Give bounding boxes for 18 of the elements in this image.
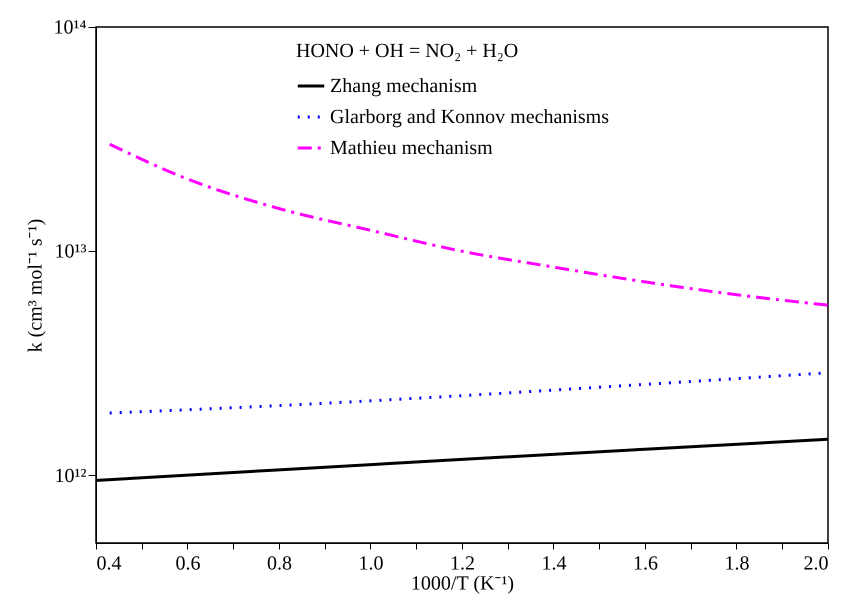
legend-label: Zhang mechanism bbox=[330, 75, 478, 97]
y-axis-title: k (cm³ mol⁻¹ s⁻¹) bbox=[24, 218, 47, 352]
y-tick-label: 10¹⁴ bbox=[54, 16, 87, 38]
legend-label: Glarborg and Konnov mechanisms bbox=[330, 106, 610, 128]
legend-title: HONO + OH = NO₂ + H₂O bbox=[296, 40, 518, 62]
x-tick-label: 1.8 bbox=[724, 552, 750, 574]
x-axis-title: 1000/T (K⁻¹) bbox=[410, 572, 514, 594]
legend-label: Mathieu mechanism bbox=[330, 137, 494, 159]
x-tick-label: 0.8 bbox=[267, 552, 292, 574]
y-tick-label: 10¹² bbox=[54, 464, 86, 487]
x-tick-label: 0.4 bbox=[96, 552, 122, 574]
y-tick-label: 10¹³ bbox=[54, 240, 86, 263]
x-tick-label: 1.0 bbox=[358, 552, 384, 574]
x-tick-label: 2.0 bbox=[804, 552, 828, 574]
x-tick-label: 1.4 bbox=[542, 552, 566, 574]
x-tick-label: 0.6 bbox=[176, 552, 200, 574]
x-tick-label: 1.6 bbox=[633, 552, 658, 574]
x-tick-label: 1.2 bbox=[450, 552, 475, 574]
